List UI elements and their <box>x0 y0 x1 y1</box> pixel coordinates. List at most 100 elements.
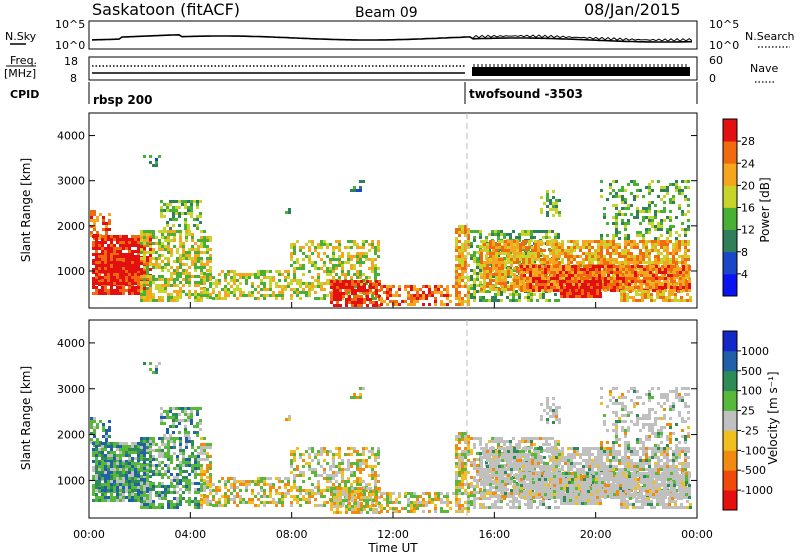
power-cell <box>492 288 495 291</box>
power-cell <box>504 249 507 252</box>
power-cell <box>455 303 458 306</box>
power-cell <box>643 268 646 271</box>
power-cell <box>357 280 360 283</box>
power-cell <box>518 293 521 296</box>
power-cell <box>480 285 483 288</box>
velocity-cell <box>224 498 227 501</box>
power-cell <box>146 259 149 262</box>
power-cell <box>492 240 495 243</box>
power-cell <box>185 272 188 275</box>
power-cell <box>149 257 152 260</box>
velocity-cell <box>140 497 143 500</box>
power-cell <box>473 239 476 242</box>
power-cell <box>479 245 482 248</box>
power-cell <box>200 282 203 285</box>
power-cell <box>646 286 649 289</box>
power-cell <box>550 265 553 268</box>
power-cell <box>531 282 534 285</box>
velocity-cell <box>140 488 143 491</box>
power-cell <box>585 240 588 243</box>
power-cell <box>360 286 363 289</box>
power-cell <box>528 255 531 258</box>
power-cell <box>642 207 645 210</box>
power-cell <box>305 255 308 258</box>
power-cell <box>155 299 158 302</box>
power-cell <box>480 249 483 252</box>
power-cell <box>182 251 185 254</box>
velocity-cell <box>104 477 107 480</box>
power-cell <box>563 280 566 283</box>
power-cell <box>101 286 104 289</box>
power-cell <box>650 299 653 302</box>
velocity-cell <box>200 449 203 452</box>
power-cell <box>110 235 113 238</box>
power-cell <box>621 288 624 291</box>
power-cell <box>351 292 354 295</box>
velocity-cell <box>128 454 131 457</box>
power-cell <box>416 294 419 297</box>
power-cell <box>119 282 122 285</box>
power-cell <box>116 292 119 295</box>
velocity-cell <box>197 452 200 455</box>
power-cell <box>365 240 368 243</box>
velocity-cell <box>143 485 146 488</box>
velocity-cell <box>184 428 187 431</box>
power-cell <box>630 192 633 195</box>
power-cell <box>624 261 627 264</box>
power-cell <box>596 283 599 286</box>
velocity-cell <box>179 473 182 476</box>
power-cell <box>353 243 356 246</box>
velocity-cell <box>200 443 203 446</box>
power-cell <box>287 282 290 285</box>
power-cell <box>122 247 125 250</box>
power-cell <box>547 271 550 274</box>
power-cell <box>203 236 206 239</box>
power-cell <box>173 278 176 281</box>
velocity-cell <box>196 422 199 425</box>
power-cell <box>621 270 624 273</box>
power-cell <box>552 255 555 258</box>
velocity-cell <box>113 496 116 499</box>
power-cell <box>461 243 464 246</box>
velocity-cell <box>206 501 209 504</box>
power-cell <box>107 238 110 241</box>
power-cell <box>595 274 598 277</box>
power-cell <box>510 246 513 249</box>
power-cell <box>564 252 567 255</box>
power-cell <box>131 282 134 285</box>
power-cell <box>332 252 335 255</box>
velocity-cell <box>137 465 140 468</box>
power-cell <box>90 210 93 213</box>
power-cell <box>579 261 582 264</box>
power-cell <box>687 219 690 222</box>
power-cell <box>296 282 299 285</box>
power-cell <box>652 265 655 268</box>
velocity-cell <box>197 446 200 449</box>
velocity-cell <box>99 444 102 447</box>
power-cell <box>498 240 501 243</box>
power-cell <box>513 240 516 243</box>
power-cell <box>467 291 470 294</box>
velocity-cell <box>170 461 173 464</box>
power-cell <box>95 279 98 282</box>
power-cell <box>623 299 626 302</box>
velocity-cell <box>146 490 149 493</box>
power-cell <box>357 304 360 307</box>
power-cell <box>526 286 529 289</box>
power-cell <box>308 249 311 252</box>
power-cell <box>629 296 632 299</box>
power-cell <box>497 299 500 302</box>
velocity-cell <box>197 500 200 503</box>
power-cell <box>178 215 181 218</box>
power-cell <box>513 261 516 264</box>
power-cell <box>386 291 389 294</box>
power-cell <box>167 296 170 299</box>
velocity-cell <box>184 413 187 416</box>
power-cell <box>146 269 149 272</box>
power-cell <box>105 222 108 225</box>
power-cell <box>311 261 314 264</box>
power-cell <box>369 283 372 286</box>
power-cell <box>104 276 107 279</box>
power-cell <box>476 245 479 248</box>
power-cell <box>102 216 105 219</box>
